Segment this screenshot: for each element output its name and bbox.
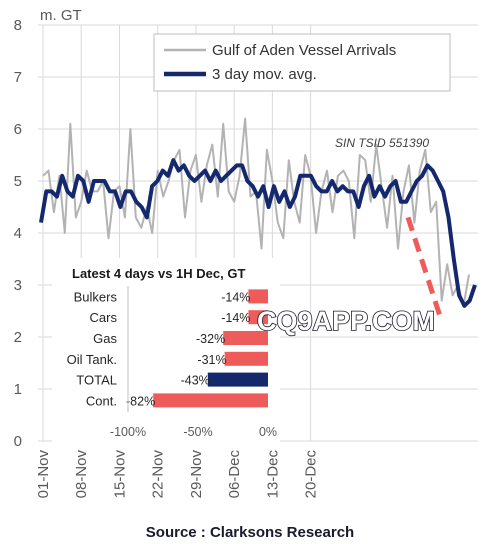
x-tick-label: 29-Nov	[188, 450, 205, 499]
inset-x-tick-label: 0%	[259, 425, 277, 439]
inset-category-label: Cont.	[86, 393, 117, 408]
series-layer	[39, 117, 477, 317]
x-tick-label: 15-Nov	[111, 450, 128, 499]
inset-bar	[223, 331, 268, 345]
inset-background	[52, 258, 280, 444]
inset-value-label: -32%	[196, 332, 225, 346]
inset-category-label: Oil Tank.	[67, 352, 117, 367]
trend-arrow	[405, 216, 443, 317]
inset-category-label: Bulkers	[74, 289, 118, 304]
y-tick-label: 8	[14, 17, 22, 34]
y-tick-label: 5	[14, 173, 22, 190]
inset-bar	[153, 393, 268, 408]
x-axis-ticks: 01-Nov 08-Nov 15-Nov 22-Nov 29-Nov 06-Dec 13-D…	[35, 450, 320, 499]
y-tick-label: 4	[14, 225, 22, 242]
x-tick-label: 13-Dec	[264, 450, 281, 499]
y-tick-label: 0	[14, 433, 22, 450]
y-tick-label: 3	[14, 277, 22, 294]
x-tick-label: 06-Dec	[226, 450, 243, 499]
series-line-moving-average	[39, 158, 477, 308]
x-tick-label: 01-Nov	[35, 450, 52, 499]
x-tick-label: 08-Nov	[73, 450, 90, 499]
y-axis-ticks: 0 1 2 3 4 5 6 7 8	[14, 17, 22, 450]
y-tick-label: 2	[14, 329, 22, 346]
annotation-sin-tsid: SIN TSID 551390	[335, 136, 429, 150]
inset-bar	[248, 310, 268, 325]
legend: Gulf of Aden Vessel Arrivals 3 day mov. …	[153, 33, 451, 92]
inset-category-label: Cars	[90, 310, 118, 325]
inset-bar	[207, 372, 268, 387]
inset-x-tick-label: -50%	[183, 425, 212, 439]
legend-label-moving-average: 3 day mov. avg.	[212, 66, 317, 83]
inset-value-label: -31%	[197, 353, 226, 367]
inset-value-label: -82%	[126, 394, 155, 408]
legend-box	[153, 33, 451, 92]
watermark: CQ9APP.COM	[257, 306, 435, 336]
inset-bar-chart: Latest 4 days vs 1H Dec, GT Bulkers -14% Ca…	[52, 258, 280, 444]
inset-category-label: Gas	[93, 331, 117, 346]
inset-bar	[224, 351, 268, 366]
y-tick-label: 1	[14, 381, 22, 398]
x-tick-label: 22-Nov	[150, 450, 167, 499]
inset-value-label: -43%	[181, 374, 210, 388]
x-tick-label: 20-Dec	[303, 450, 320, 499]
unit-label: m. GT	[40, 7, 82, 24]
inset-category-label: TOTAL	[76, 373, 117, 388]
inset-bar	[248, 289, 268, 304]
inset-x-tick-label: -100%	[110, 425, 146, 439]
y-tick-label: 6	[14, 121, 22, 138]
y-tick-label: 7	[14, 69, 22, 86]
source-caption: Source : Clarksons Research	[145, 524, 355, 541]
inset-value-label: -14%	[221, 290, 250, 304]
inset-value-label: -14%	[221, 311, 250, 325]
legend-label-arrivals: Gulf of Aden Vessel Arrivals	[212, 42, 396, 59]
inset-title: Latest 4 days vs 1H Dec, GT	[72, 266, 245, 281]
